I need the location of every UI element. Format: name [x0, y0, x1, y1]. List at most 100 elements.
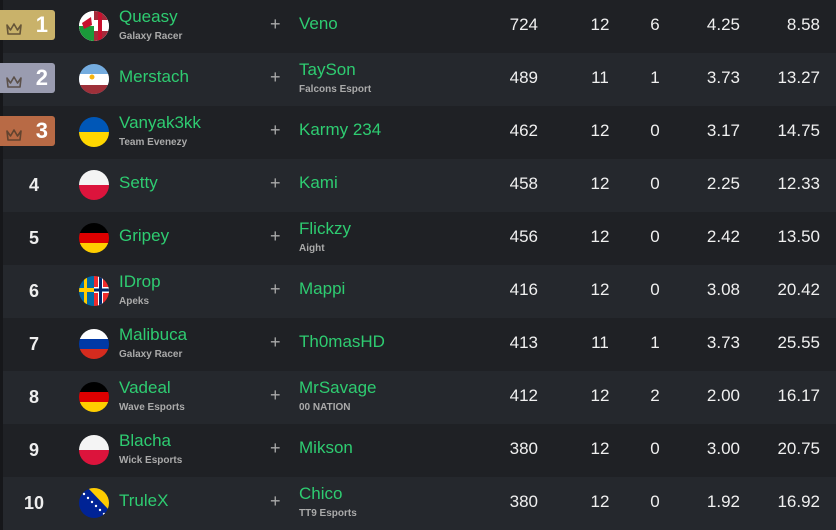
ratio: 13.27 [777, 68, 820, 87]
player-name[interactable]: TruleX [119, 491, 169, 510]
rank: 1 [35, 12, 48, 37]
table-row[interactable]: 1 Queasy Galaxy Racer + Veno 724 12 6 4.25 8.58 [0, 0, 836, 53]
matches: 11 [591, 333, 609, 352]
partner-name[interactable]: Karmy 234 [299, 120, 382, 139]
flag-argentina-latvia-icon [79, 64, 109, 94]
points: 458 [509, 174, 538, 193]
wins: 0 [650, 121, 660, 140]
table-row[interactable]: 5 Gripey + Flickzy Aight 456 12 0 2.42 13.50 [3, 212, 836, 265]
plus-icon: + [270, 67, 281, 87]
partner-name[interactable]: Th0masHD [299, 332, 385, 351]
partner-name[interactable]: Flickzy [299, 219, 351, 238]
partner-name[interactable]: Mikson [299, 438, 353, 457]
rank: 2 [35, 65, 48, 90]
flag-sweden-norway-icon [79, 276, 109, 306]
crown-icon [5, 70, 23, 96]
plus-icon: + [270, 173, 281, 193]
player-name[interactable]: Setty [119, 173, 158, 192]
matches: 12 [590, 386, 610, 405]
player-name[interactable]: IDrop [119, 272, 161, 291]
points: 724 [509, 15, 538, 34]
wins: 2 [650, 386, 660, 405]
player-name[interactable]: Blacha [119, 431, 171, 450]
matches: 12 [590, 439, 610, 458]
average: 2.00 [706, 386, 740, 405]
plus-icon: + [270, 279, 281, 299]
points: 380 [509, 439, 538, 458]
ratio: 14.75 [777, 121, 820, 140]
player-team: Apeks [119, 296, 150, 307]
flag-poland-icon [79, 170, 109, 200]
table-row[interactable]: 10 TruleX + Chico TT9 Esports 380 12 0 1.92 16.92 [3, 477, 836, 530]
flag-germany-icon [79, 382, 109, 412]
average: 2.42 [706, 227, 740, 246]
partner-team: TT9 Esports [299, 508, 357, 519]
table-row[interactable]: 3 Vanyak3kk Team Evenezy + Karmy 234 462 12 0 3.… [0, 106, 836, 159]
rank: 3 [35, 118, 48, 143]
matches: 12 [590, 121, 610, 140]
plus-icon: + [270, 226, 281, 246]
table-row[interactable]: 4 Setty + Kami 458 12 0 2.25 12.33 [3, 159, 836, 212]
plus-icon: + [270, 385, 281, 405]
player-name[interactable]: Vadeal [119, 378, 171, 397]
player-team: Wick Esports [119, 455, 183, 466]
points: 456 [509, 227, 538, 246]
rank: 4 [28, 175, 39, 195]
partner-team: Aight [299, 243, 325, 254]
crown-icon [5, 17, 23, 43]
flag-poland-icon [79, 435, 109, 465]
plus-icon: + [270, 332, 281, 352]
flag-russia-icon [79, 329, 109, 359]
table-row[interactable]: 2 Merstach + TaySon Falcons Esport 489 11 1 3.73… [0, 53, 836, 106]
partner-name[interactable]: Mappi [299, 279, 346, 298]
partner-name[interactable]: Kami [299, 173, 338, 192]
average: 3.00 [706, 439, 740, 458]
table-row[interactable]: 7 Malibuca Galaxy Racer + Th0masHD 413 11 1 3.73… [3, 318, 836, 371]
partner-team: Falcons Esport [299, 84, 372, 95]
player-name[interactable]: Queasy [119, 7, 178, 26]
matches: 12 [590, 492, 610, 511]
wins: 0 [650, 174, 660, 193]
crown-icon [5, 123, 23, 149]
partner-name[interactable]: Chico [299, 484, 343, 503]
partner-name[interactable]: MrSavage [299, 378, 377, 397]
ratio: 13.50 [777, 227, 820, 246]
ratio: 16.92 [777, 492, 820, 511]
average: 3.73 [706, 333, 740, 352]
rank: 8 [28, 387, 39, 407]
wins: 0 [650, 492, 660, 511]
wins: 1 [650, 68, 660, 87]
matches: 12 [590, 15, 610, 34]
player-team: Galaxy Racer [119, 349, 183, 360]
average: 4.25 [706, 15, 740, 34]
plus-icon: + [270, 14, 281, 34]
rank-badge-bronze: 3 [0, 116, 55, 146]
plus-icon: + [270, 438, 281, 458]
partner-team: 00 NATION [299, 402, 351, 413]
rank: 9 [28, 440, 39, 460]
points: 380 [509, 492, 538, 511]
partner-name[interactable]: TaySon [299, 60, 356, 79]
player-name[interactable]: Gripey [119, 226, 170, 245]
points: 462 [509, 121, 538, 140]
average: 2.25 [706, 174, 740, 193]
ratio: 25.55 [777, 333, 820, 352]
player-name[interactable]: Malibuca [119, 325, 188, 344]
flag-germany-icon [79, 223, 109, 253]
rank-badge-gold: 1 [0, 10, 55, 40]
flag-bosnia-icon [79, 488, 109, 518]
player-name[interactable]: Vanyak3kk [119, 113, 201, 132]
ratio: 12.33 [777, 174, 820, 193]
rank-badge-silver: 2 [0, 63, 55, 93]
table-row[interactable]: 6 IDrop Apeks + Mappi 416 12 0 3.08 20.42 [3, 265, 836, 318]
wins: 0 [650, 439, 660, 458]
matches: 12 [590, 280, 610, 299]
player-name[interactable]: Merstach [119, 67, 189, 86]
partner-name[interactable]: Veno [299, 14, 338, 33]
matches: 12 [590, 227, 610, 246]
ratio: 20.42 [777, 280, 820, 299]
table-row[interactable]: 8 Vadeal Wave Esports + MrSavage 00 NATION 412… [3, 371, 836, 424]
points: 413 [509, 333, 538, 352]
rank: 7 [28, 334, 39, 354]
table-row[interactable]: 9 Blacha Wick Esports + Mikson 380 12 0 3.00 20.7… [3, 424, 836, 477]
